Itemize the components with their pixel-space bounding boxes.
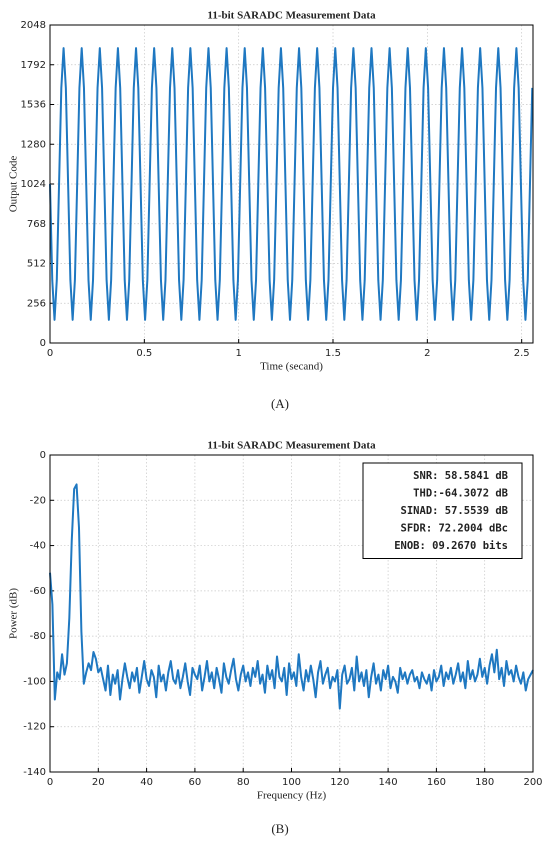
- y-tick-label: 1280: [21, 139, 46, 150]
- x-tick-label: 120: [330, 777, 349, 788]
- x-tick-label: 80: [237, 777, 250, 788]
- x-tick-label: 0.5: [136, 348, 152, 359]
- x-tick-label: 180: [475, 777, 494, 788]
- chart-title: 11-bit SARADC Measurement Data: [207, 10, 376, 22]
- x-tick-label: 1: [235, 348, 241, 359]
- chart-title: 11-bit SARADC Measurement Data: [207, 440, 376, 452]
- x-tick-label: 0: [47, 348, 53, 359]
- metrics-box: [362, 462, 523, 559]
- x-tick-label: 160: [427, 777, 446, 788]
- x-tick-label: 2: [424, 348, 430, 359]
- y-axis-label: Output Code: [8, 156, 20, 213]
- y-tick-label: 512: [27, 259, 46, 270]
- y-tick-label: -40: [30, 541, 46, 552]
- panel-caption: (B): [271, 821, 288, 836]
- y-tick-label: 1024: [21, 179, 46, 190]
- x-tick-label: 20: [92, 777, 105, 788]
- x-tick-label: 140: [379, 777, 398, 788]
- y-tick-label: -20: [30, 495, 46, 506]
- y-tick-label: 1536: [21, 100, 46, 111]
- panel-caption: (A): [271, 396, 289, 411]
- axes-frame: [49, 24, 534, 344]
- x-axis-label: Frequency (Hz): [257, 790, 327, 802]
- y-tick-label: 2048: [21, 20, 46, 31]
- metric-text: SINAD: 57.5539 dB: [401, 505, 508, 517]
- x-tick-label: 40: [140, 777, 153, 788]
- x-axis-label: Time (secand): [260, 361, 323, 373]
- y-tick-label: 256: [27, 298, 46, 309]
- y-tick-label: -100: [23, 676, 46, 687]
- data-line: [49, 483, 534, 710]
- metric-text: ENOB: 09.2670 bits: [394, 540, 508, 552]
- y-tick-label: 0: [40, 338, 46, 349]
- x-tick-label: 200: [523, 777, 542, 788]
- metric-text: SNR: 58.5841 dB: [413, 470, 508, 482]
- y-tick-label: 1792: [21, 60, 46, 71]
- y-tick-label: 0: [40, 450, 46, 461]
- y-tick-label: -140: [23, 767, 46, 778]
- metric-text: SFDR: 72.2004 dBc: [401, 523, 508, 535]
- x-tick-label: 1.5: [325, 348, 341, 359]
- y-tick-label: -80: [30, 631, 46, 642]
- x-tick-label: 2.5: [514, 348, 530, 359]
- y-tick-label: -120: [23, 722, 46, 733]
- x-tick-label: 100: [282, 777, 301, 788]
- data-line: [49, 47, 534, 321]
- y-tick-label: 768: [27, 219, 46, 230]
- axes-frame: [49, 454, 534, 773]
- y-tick-label: -60: [30, 586, 46, 597]
- y-axis-label: Power (dB): [8, 588, 20, 639]
- x-tick-label: 60: [189, 777, 202, 788]
- x-tick-label: 0: [47, 777, 53, 788]
- metric-text: THD:-64.3072 dB: [413, 488, 508, 500]
